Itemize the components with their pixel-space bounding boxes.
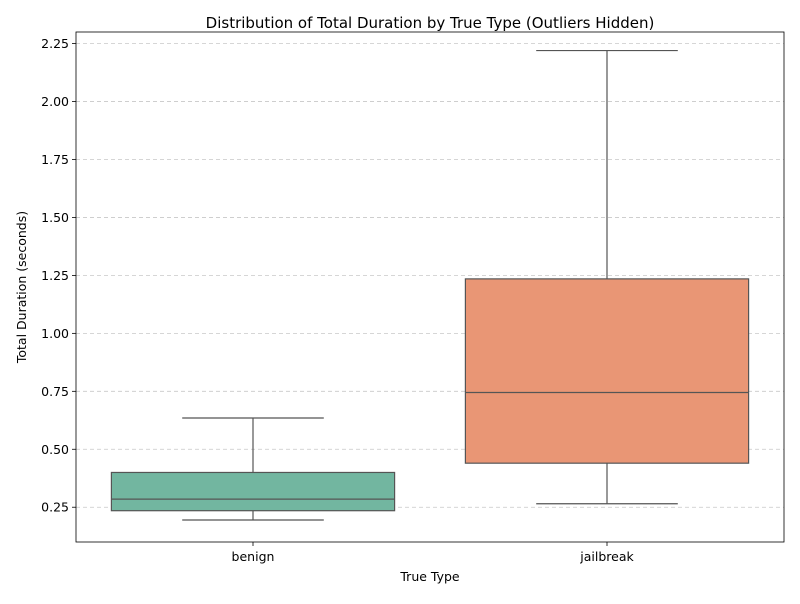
x-ticks: benign jailbreak xyxy=(232,542,634,564)
y-tick-label: 1.75 xyxy=(41,152,69,167)
box-benign xyxy=(110,417,396,521)
x-tick-label: jailbreak xyxy=(579,549,634,564)
y-tick-label: 0.75 xyxy=(41,384,69,399)
iqr-box xyxy=(110,471,396,512)
y-tick-label: 2.00 xyxy=(41,94,69,109)
chart-title: Distribution of Total Duration by True T… xyxy=(206,14,655,32)
y-axis-label: Total Duration (seconds) xyxy=(14,211,29,364)
iqr-box xyxy=(464,278,750,464)
y-tick-label: 1.25 xyxy=(41,268,69,283)
y-ticks: 0.25 0.50 0.75 1.00 1.25 1.50 1.75 2.00 2.25 xyxy=(41,36,76,515)
y-tick-label: 0.50 xyxy=(41,442,69,457)
plot-frame xyxy=(75,31,785,543)
y-tick-label: 2.25 xyxy=(41,36,69,51)
boxes xyxy=(110,49,750,521)
x-tick-label: benign xyxy=(232,549,275,564)
y-tick-label: 1.00 xyxy=(41,326,69,341)
box-jailbreak xyxy=(464,49,750,505)
y-tick-label: 0.25 xyxy=(41,500,69,515)
x-axis-label: True Type xyxy=(399,569,460,584)
y-tick-label: 1.50 xyxy=(41,210,69,225)
